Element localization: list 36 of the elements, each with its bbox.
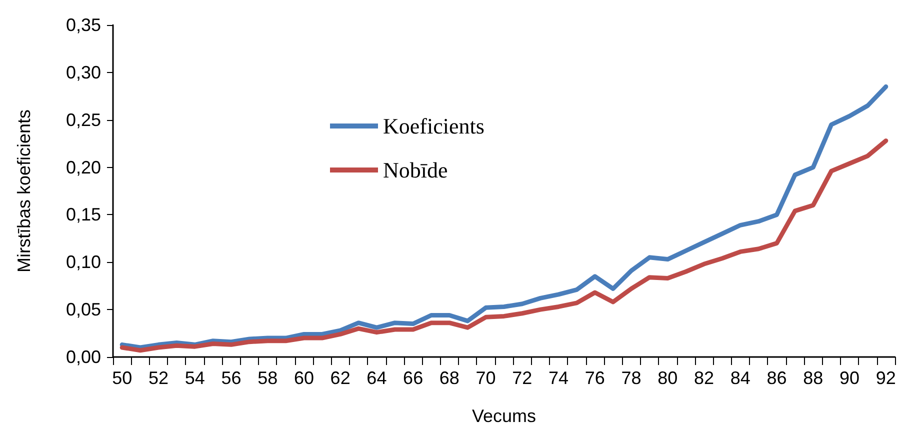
y-tick-label: 0,25	[66, 110, 101, 130]
x-tick-label: 70	[476, 368, 496, 388]
x-tick-label: 74	[548, 368, 569, 388]
y-tick-label: 0,30	[66, 62, 101, 82]
x-tick-label: 82	[694, 368, 714, 388]
y-tick-label: 0,10	[66, 252, 101, 272]
x-tick-label: 60	[294, 368, 314, 388]
y-axis-title: Mirstības koeficients	[14, 109, 34, 273]
x-tick-label: 72	[512, 368, 532, 388]
x-tick-label: 56	[221, 368, 242, 388]
x-tick-label: 52	[148, 368, 168, 388]
x-tick-label: 80	[658, 368, 678, 388]
x-tick-label: 66	[403, 368, 424, 388]
line-series	[120, 84, 888, 350]
y-tick-label: 0,05	[66, 300, 101, 320]
x-tick-label: 90	[840, 368, 860, 388]
x-tick-label: 78	[621, 368, 642, 388]
x-tick-label: 84	[730, 368, 750, 388]
y-tick-label: 0,15	[66, 204, 101, 225]
x-axis-title: Vecums	[472, 406, 536, 426]
y-tick-label: 0,20	[66, 157, 101, 178]
legend-label: Nobīde	[383, 158, 448, 182]
y-tick-label: 0,35	[66, 15, 101, 35]
x-tick-label: 68	[439, 368, 460, 388]
x-tick-label: 86	[766, 368, 787, 388]
x-tick-label: 92	[876, 368, 896, 388]
x-tick-label: 62	[330, 368, 350, 388]
x-tick-label: 76	[584, 368, 605, 388]
line-series	[120, 138, 888, 353]
x-tick-label: 58	[258, 368, 278, 388]
x-tick-label: 64	[366, 368, 387, 388]
y-tick-label: 0,00	[66, 347, 101, 367]
x-tick-label: 54	[184, 368, 205, 388]
x-tick-label: 88	[803, 368, 824, 388]
legend-label: Koeficients	[383, 114, 484, 138]
x-tick-label: 50	[112, 368, 132, 388]
